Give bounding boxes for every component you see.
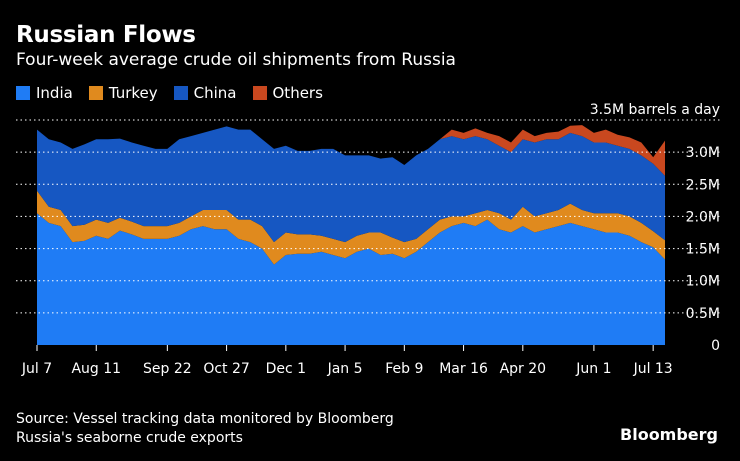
chart-footer: Source: Vessel tracking data monitored b… — [16, 410, 394, 448]
area-china — [37, 126, 665, 243]
x-tick-label: Feb 9 — [385, 361, 423, 377]
legend-label-turkey: Turkey — [108, 84, 158, 102]
x-tick-label: Aug 11 — [71, 361, 121, 377]
y-tick-label: 3.5M barrels a day — [590, 102, 720, 118]
chart-title: Russian Flows — [16, 22, 196, 48]
legend-item-india: India — [16, 84, 73, 102]
area-india — [37, 213, 665, 345]
y-tick-label: 0 — [711, 338, 720, 354]
source-note: Source: Vessel tracking data monitored b… — [16, 411, 394, 427]
legend-swatch-turkey — [88, 86, 103, 100]
legend-label-china: China — [193, 84, 237, 102]
y-tick-label: 2.0M — [686, 209, 720, 225]
x-tick-label: Apr 20 — [500, 361, 546, 377]
x-tick-label: Mar 16 — [439, 361, 488, 377]
y-tick-label: 0.5M — [686, 306, 720, 322]
bloomberg-logo: Bloomberg — [620, 425, 718, 444]
x-axis: Jul 7 Aug 11 Sep 22 Oct 27 Dec 1 Jan 5 Feb 9 Ma… — [21, 345, 673, 377]
y-tick-label: 1.0M — [686, 274, 720, 290]
caption-note: Russia's seaborne crude exports — [16, 430, 243, 446]
legend-label-others: Others — [272, 84, 323, 102]
legend-item-turkey: Turkey — [88, 84, 158, 102]
legend-item-others: Others — [252, 84, 323, 102]
x-tick-label: Jul 13 — [633, 361, 673, 377]
legend-label-india: India — [36, 84, 73, 102]
area-series-group — [37, 125, 665, 345]
x-tick-label: Dec 1 — [266, 361, 306, 377]
y-tick-label: 1.5M — [686, 242, 720, 258]
legend-swatch-india — [16, 86, 30, 100]
legend-item-china: China — [173, 84, 237, 102]
y-tick-label: 2.5M — [686, 177, 720, 193]
chart-legend: India Turkey China Others — [16, 84, 323, 102]
x-tick-label: Oct 27 — [203, 361, 249, 377]
x-tick-label: Sep 22 — [143, 361, 192, 377]
area-turkey — [37, 190, 665, 265]
gridlines — [16, 119, 722, 314]
x-tick-label: Jun 1 — [575, 361, 611, 377]
chart-subtitle: Four-week average crude oil shipments fr… — [16, 50, 456, 70]
x-tick-label: Jan 5 — [327, 361, 363, 377]
legend-swatch-others — [252, 86, 267, 100]
legend-swatch-china — [173, 86, 188, 100]
y-tick-label: 3.0M — [686, 145, 720, 161]
y-axis: 0 0.5M 1.0M 1.5M 2.0M 2.5M 3.0M 3.5M barrels a … — [590, 102, 720, 354]
x-tick-label: Jul 7 — [21, 361, 52, 377]
